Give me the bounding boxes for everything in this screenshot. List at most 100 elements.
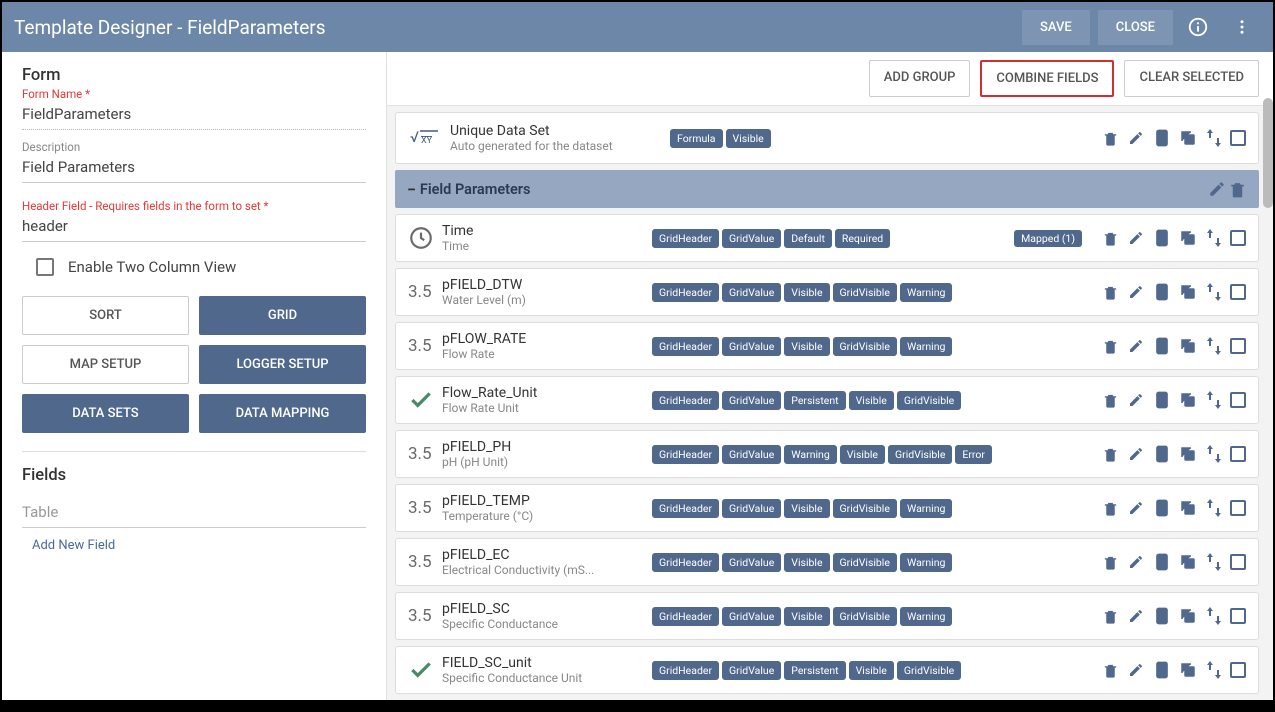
- delete-icon[interactable]: [1100, 660, 1120, 680]
- copy-icon[interactable]: [1178, 606, 1198, 626]
- reorder-icon[interactable]: [1204, 228, 1224, 248]
- map-setup-button[interactable]: MAP SETUP: [22, 345, 189, 384]
- edit-icon[interactable]: [1126, 228, 1146, 248]
- table-input[interactable]: Table: [22, 499, 366, 528]
- reorder-icon[interactable]: [1204, 660, 1224, 680]
- sort-button[interactable]: SORT: [22, 296, 189, 335]
- more-icon[interactable]: [1223, 8, 1261, 46]
- info-icon[interactable]: [1179, 8, 1217, 46]
- add-new-field-link[interactable]: Add New Field: [32, 538, 366, 553]
- copy-icon[interactable]: [1178, 390, 1198, 410]
- edit-icon[interactable]: [1126, 552, 1146, 572]
- row-checkbox[interactable]: [1230, 230, 1246, 246]
- edit-icon[interactable]: [1126, 390, 1146, 410]
- row-checkbox[interactable]: [1230, 284, 1246, 300]
- copy-icon[interactable]: [1178, 660, 1198, 680]
- field-row[interactable]: Flow_Rate_Unit Flow Rate Unit GridHeader…: [395, 376, 1259, 424]
- field-row[interactable]: 3.5 pFIELD_TEMP Temperature (°C) GridHea…: [395, 484, 1259, 532]
- group-header[interactable]: − Field Parameters: [395, 170, 1259, 208]
- copy-icon[interactable]: [1178, 282, 1198, 302]
- reorder-icon[interactable]: [1204, 336, 1224, 356]
- add-group-button[interactable]: ADD GROUP: [869, 60, 971, 97]
- reorder-icon[interactable]: [1204, 128, 1224, 148]
- field-row[interactable]: 3.5 pFLOW_RATE Flow Rate GridHeaderGridV…: [395, 322, 1259, 370]
- edit-icon[interactable]: [1207, 179, 1227, 199]
- device-icon[interactable]: [1152, 606, 1172, 626]
- delete-icon[interactable]: [1100, 336, 1120, 356]
- delete-icon[interactable]: [1100, 444, 1120, 464]
- row-checkbox[interactable]: [1230, 130, 1246, 146]
- delete-icon[interactable]: [1227, 179, 1247, 199]
- close-button[interactable]: CLOSE: [1098, 10, 1173, 45]
- data-mapping-button[interactable]: DATA MAPPING: [199, 394, 366, 433]
- tag: GridValue: [722, 553, 781, 572]
- device-icon[interactable]: [1152, 390, 1172, 410]
- delete-icon[interactable]: [1100, 282, 1120, 302]
- clear-selected-button[interactable]: CLEAR SELECTED: [1124, 60, 1259, 97]
- row-checkbox[interactable]: [1230, 392, 1246, 408]
- copy-icon[interactable]: [1178, 128, 1198, 148]
- field-row[interactable]: FIELD_SC_unit Specific Conductance Unit …: [395, 646, 1259, 694]
- desc-input[interactable]: Field Parameters: [22, 154, 366, 183]
- save-button[interactable]: SAVE: [1022, 10, 1090, 45]
- reorder-icon[interactable]: [1204, 390, 1224, 410]
- delete-icon[interactable]: [1100, 606, 1120, 626]
- delete-icon[interactable]: [1100, 498, 1120, 518]
- copy-icon[interactable]: [1178, 444, 1198, 464]
- tag: Visible: [784, 607, 829, 626]
- device-icon[interactable]: [1152, 228, 1172, 248]
- header-field-input[interactable]: header: [22, 213, 366, 242]
- row-checkbox[interactable]: [1230, 608, 1246, 624]
- form-name-input[interactable]: FieldParameters: [22, 101, 366, 130]
- edit-icon[interactable]: [1126, 444, 1146, 464]
- device-icon[interactable]: [1152, 444, 1172, 464]
- two-column-checkbox[interactable]: [36, 258, 54, 276]
- form-heading: Form: [22, 66, 366, 85]
- reorder-icon[interactable]: [1204, 282, 1224, 302]
- edit-icon[interactable]: [1126, 282, 1146, 302]
- delete-icon[interactable]: [1100, 390, 1120, 410]
- reorder-icon[interactable]: [1204, 552, 1224, 572]
- sidebar: Form Form Name * FieldParameters Descrip…: [2, 52, 387, 700]
- row-checkbox[interactable]: [1230, 662, 1246, 678]
- copy-icon[interactable]: [1178, 228, 1198, 248]
- device-icon[interactable]: [1152, 552, 1172, 572]
- field-row[interactable]: Time Time GridHeaderGridValueDefaultRequ…: [395, 214, 1259, 262]
- row-checkbox[interactable]: [1230, 554, 1246, 570]
- logger-setup-button[interactable]: LOGGER SETUP: [199, 345, 366, 384]
- tag: Persistent: [784, 661, 845, 680]
- copy-icon[interactable]: [1178, 498, 1198, 518]
- field-row[interactable]: 3.5 pFIELD_EC Electrical Conductivity (m…: [395, 538, 1259, 586]
- collapse-icon[interactable]: −: [407, 180, 416, 199]
- device-icon[interactable]: [1152, 282, 1172, 302]
- dataset-row[interactable]: √XY Unique Data Set Auto generated for t…: [395, 112, 1259, 164]
- copy-icon[interactable]: [1178, 552, 1198, 572]
- device-icon[interactable]: [1152, 128, 1172, 148]
- data-sets-button[interactable]: DATA SETS: [22, 394, 189, 433]
- row-checkbox[interactable]: [1230, 338, 1246, 354]
- row-checkbox[interactable]: [1230, 500, 1246, 516]
- device-icon[interactable]: [1152, 498, 1172, 518]
- device-icon[interactable]: [1152, 660, 1172, 680]
- row-checkbox[interactable]: [1230, 446, 1246, 462]
- reorder-icon[interactable]: [1204, 606, 1224, 626]
- edit-icon[interactable]: [1126, 606, 1146, 626]
- grid-button[interactable]: GRID: [199, 296, 366, 335]
- delete-icon[interactable]: [1100, 228, 1120, 248]
- formula-icon: √XY: [408, 121, 442, 155]
- combine-fields-button[interactable]: COMBINE FIELDS: [980, 60, 1114, 97]
- edit-icon[interactable]: [1126, 498, 1146, 518]
- field-row[interactable]: 3.5 pFIELD_DTW Water Level (m) GridHeade…: [395, 268, 1259, 316]
- scrollbar[interactable]: [1263, 98, 1273, 208]
- delete-icon[interactable]: [1100, 128, 1120, 148]
- edit-icon[interactable]: [1126, 336, 1146, 356]
- device-icon[interactable]: [1152, 336, 1172, 356]
- delete-icon[interactable]: [1100, 552, 1120, 572]
- edit-icon[interactable]: [1126, 128, 1146, 148]
- reorder-icon[interactable]: [1204, 444, 1224, 464]
- copy-icon[interactable]: [1178, 336, 1198, 356]
- field-row[interactable]: 3.5 pFIELD_PH pH (pH Unit) GridHeaderGri…: [395, 430, 1259, 478]
- edit-icon[interactable]: [1126, 660, 1146, 680]
- reorder-icon[interactable]: [1204, 498, 1224, 518]
- field-row[interactable]: 3.5 pFIELD_SC Specific Conductance GridH…: [395, 592, 1259, 640]
